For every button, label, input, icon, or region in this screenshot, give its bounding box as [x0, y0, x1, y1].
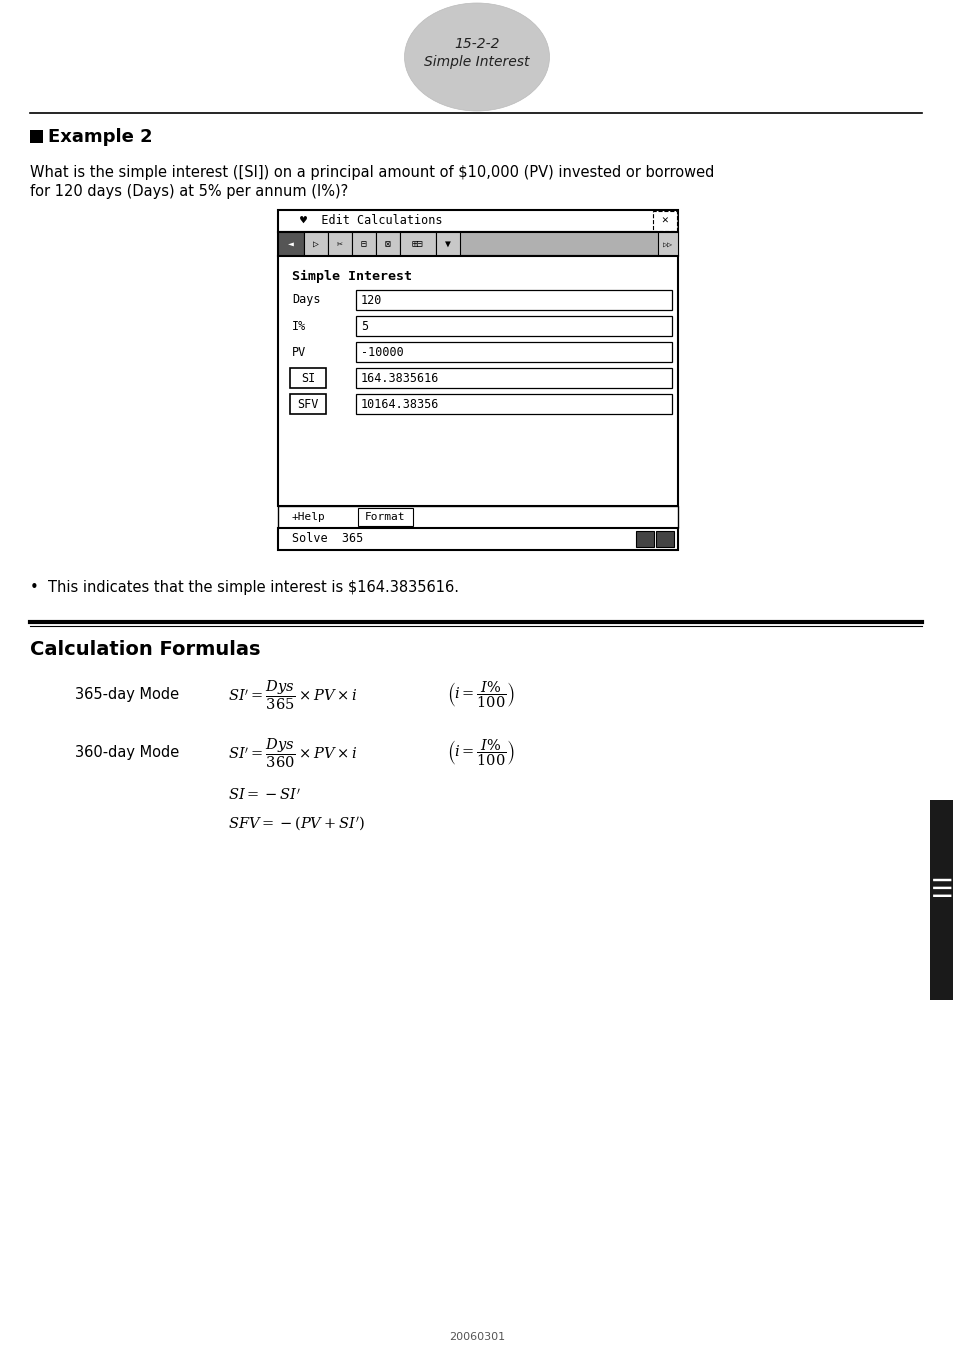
Bar	[290, 394, 326, 414]
Text: Solve  365: Solve 365	[292, 532, 363, 545]
Bar	[399, 232, 436, 256]
Text: 15-2-2: 15-2-2	[454, 36, 499, 51]
FancyBboxPatch shape	[652, 211, 677, 231]
Text: ⊟: ⊟	[360, 239, 367, 248]
Text: $SFV = -(PV + SI')$: $SFV = -(PV + SI')$	[228, 814, 365, 832]
Bar	[328, 232, 352, 256]
Text: ▷: ▷	[313, 239, 318, 248]
Text: Example 2: Example 2	[48, 128, 152, 146]
Bar	[636, 531, 654, 547]
Bar	[355, 369, 671, 387]
Text: ☰: ☰	[930, 878, 952, 902]
Text: $\!\left(i = \dfrac{I\%}{100}\right)$: $\!\left(i = \dfrac{I\%}{100}\right)$	[448, 679, 514, 710]
Bar	[355, 316, 671, 336]
Text: ✂: ✂	[336, 239, 342, 248]
Text: PV: PV	[292, 346, 306, 359]
Bar	[658, 232, 678, 256]
Text: Format: Format	[364, 512, 405, 522]
Bar	[352, 232, 375, 256]
Text: ✕: ✕	[661, 216, 668, 225]
Bar	[30, 130, 43, 143]
Bar	[355, 394, 671, 414]
Bar	[304, 232, 328, 256]
Bar	[656, 531, 673, 547]
Bar	[290, 369, 326, 387]
Bar	[929, 801, 953, 1000]
Bar	[355, 290, 671, 310]
Text: What is the simple interest ([SI]) on a principal amount of $10,000 (PV) investe: What is the simple interest ([SI]) on a …	[30, 165, 714, 180]
Text: Simple Interest: Simple Interest	[292, 270, 412, 282]
Bar	[277, 211, 678, 232]
Text: •  This indicates that the simple interest is $164.3835616.: • This indicates that the simple interes…	[30, 580, 458, 595]
Text: I%: I%	[292, 320, 306, 332]
Text: 365-day Mode: 365-day Mode	[75, 687, 179, 702]
Bar	[277, 256, 678, 506]
Text: ⊞⊟: ⊞⊟	[412, 239, 423, 248]
Text: 360-day Mode: 360-day Mode	[75, 745, 179, 760]
Text: Simple Interest: Simple Interest	[424, 55, 529, 69]
Text: ▼: ▼	[445, 239, 451, 248]
Text: SI: SI	[300, 371, 314, 385]
Text: Days: Days	[292, 293, 320, 306]
Text: $\!\left(i = \dfrac{I\%}{100}\right)$: $\!\left(i = \dfrac{I\%}{100}\right)$	[448, 737, 514, 768]
Text: ♥  Edit Calculations: ♥ Edit Calculations	[299, 215, 442, 228]
Text: 5: 5	[360, 320, 368, 332]
Text: SFV: SFV	[297, 397, 318, 410]
Text: 120: 120	[360, 293, 382, 306]
Ellipse shape	[404, 3, 549, 111]
Bar	[355, 342, 671, 362]
Bar	[277, 232, 678, 256]
Text: 164.3835616: 164.3835616	[360, 371, 439, 385]
Text: 10164.38356: 10164.38356	[360, 397, 439, 410]
Text: for 120 days (Days) at 5% per annum (I%)?: for 120 days (Days) at 5% per annum (I%)…	[30, 184, 348, 198]
Text: ▷▷: ▷▷	[662, 239, 672, 248]
Text: $SI = -SI'$: $SI = -SI'$	[228, 787, 300, 803]
Text: 20060301: 20060301	[449, 1332, 504, 1342]
Bar	[277, 506, 678, 528]
Text: Calculation Formulas: Calculation Formulas	[30, 640, 260, 659]
Bar	[375, 232, 399, 256]
Bar	[277, 232, 304, 256]
Bar	[357, 508, 413, 526]
Text: ◄: ◄	[288, 239, 294, 248]
Text: -10000: -10000	[360, 346, 403, 359]
Text: +Help: +Help	[292, 512, 325, 522]
Text: $SI' = \dfrac{Dys}{360} \times PV \times i$: $SI' = \dfrac{Dys}{360} \times PV \times…	[228, 736, 357, 769]
Text: ⊠: ⊠	[385, 239, 391, 248]
Text: $SI' = \dfrac{Dys}{365} \times PV \times i$: $SI' = \dfrac{Dys}{365} \times PV \times…	[228, 678, 357, 711]
Bar	[436, 232, 459, 256]
Bar	[277, 528, 678, 549]
